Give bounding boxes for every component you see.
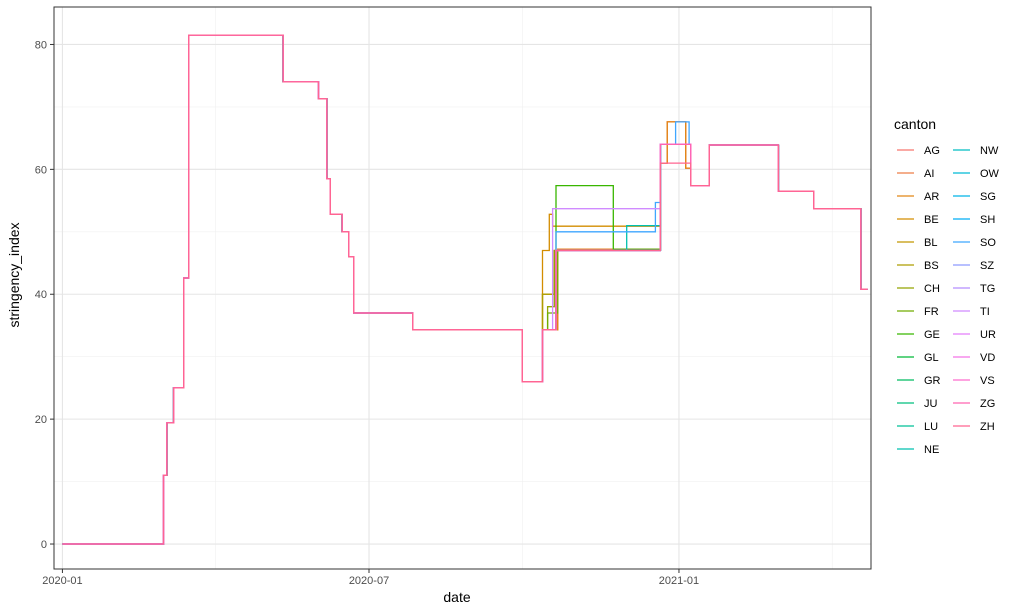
legend-item-ur: UR bbox=[953, 329, 996, 341]
y-tick-label: 40 bbox=[35, 289, 47, 301]
legend-label: NE bbox=[924, 444, 939, 456]
legend-label: SH bbox=[980, 214, 995, 226]
legend-label: SG bbox=[980, 191, 996, 203]
legend-item-tg: TG bbox=[953, 283, 995, 295]
y-axis-title: stringency_index bbox=[6, 222, 22, 327]
x-axis-title: date bbox=[443, 589, 470, 605]
legend-item-gr: GR bbox=[897, 375, 941, 387]
legend-item-vd: VD bbox=[953, 352, 995, 364]
legend-label: JU bbox=[924, 398, 938, 410]
y-tick-label: 20 bbox=[35, 414, 47, 426]
legend-item-zh: ZH bbox=[953, 421, 995, 433]
legend-item-ar: AR bbox=[897, 191, 939, 203]
legend-label: SO bbox=[980, 237, 996, 249]
legend-label: OW bbox=[980, 168, 1000, 180]
legend-title: canton bbox=[894, 116, 936, 132]
legend-label: GL bbox=[924, 352, 939, 364]
panel-background bbox=[54, 7, 871, 569]
legend-label: AI bbox=[924, 168, 934, 180]
legend-label: VS bbox=[980, 375, 995, 387]
x-tick-label: 2021-01 bbox=[659, 575, 699, 587]
legend-item-be: BE bbox=[897, 214, 939, 226]
series-lines bbox=[62, 34, 868, 545]
series-line-zh bbox=[62, 34, 868, 545]
legend-item-ai: AI bbox=[897, 168, 934, 180]
legend-label: ZH bbox=[980, 421, 995, 433]
legend-label: CH bbox=[924, 283, 940, 295]
legend-item-fr: FR bbox=[897, 306, 939, 318]
legend-label: VD bbox=[980, 352, 995, 364]
x-axis: 2020-01 2020-07 2021-01 bbox=[42, 569, 699, 587]
plot-panel bbox=[53, 6, 872, 570]
legend-label: TI bbox=[980, 306, 990, 318]
legend-item-zg: ZG bbox=[953, 398, 995, 410]
legend-label: BE bbox=[924, 214, 939, 226]
y-axis: 0 20 40 60 80 bbox=[35, 39, 54, 551]
legend-item-gl: GL bbox=[897, 352, 939, 364]
legend-label: BL bbox=[924, 237, 937, 249]
legend-item-so: SO bbox=[953, 237, 996, 249]
y-tick-label: 60 bbox=[35, 164, 47, 176]
legend-item-sg: SG bbox=[953, 191, 996, 203]
x-tick-label: 2020-01 bbox=[42, 575, 82, 587]
legend-item-sz: SZ bbox=[953, 260, 994, 272]
legend-item-nw: NW bbox=[953, 145, 999, 157]
legend-item-ge: GE bbox=[897, 329, 940, 341]
legend-item-ag: AG bbox=[897, 145, 940, 157]
legend-label: SZ bbox=[980, 260, 994, 272]
x-tick-label: 2020-07 bbox=[349, 575, 389, 587]
legend-item-ju: JU bbox=[897, 398, 938, 410]
legend-label: LU bbox=[924, 421, 938, 433]
legend-item-ch: CH bbox=[897, 283, 940, 295]
legend-item-lu: LU bbox=[897, 421, 938, 433]
legend-item-ti: TI bbox=[953, 306, 990, 318]
legend-item-sh: SH bbox=[953, 214, 995, 226]
legend-item-bs: BS bbox=[897, 260, 939, 272]
legend-label: ZG bbox=[980, 398, 995, 410]
legend-label: GR bbox=[924, 375, 941, 387]
legend-label: AR bbox=[924, 191, 939, 203]
y-tick-label: 0 bbox=[41, 539, 47, 551]
panel-border bbox=[53, 6, 872, 570]
legend-label: AG bbox=[924, 145, 940, 157]
legend-label: NW bbox=[980, 145, 999, 157]
legend-item-ow: OW bbox=[953, 168, 1000, 180]
legend-label: UR bbox=[980, 329, 996, 341]
legend-label: GE bbox=[924, 329, 940, 341]
legend-item-ne: NE bbox=[897, 444, 939, 456]
legend-item-vs: VS bbox=[953, 375, 995, 387]
legend: canton AG AI AR BE BL BS CH FR GE GL GR JU LU NE NW OW S… bbox=[894, 116, 1000, 456]
legend-item-bl: BL bbox=[897, 237, 937, 249]
legend-label: BS bbox=[924, 260, 939, 272]
legend-label: TG bbox=[980, 283, 995, 295]
legend-label: FR bbox=[924, 306, 939, 318]
y-tick-label: 80 bbox=[35, 39, 47, 51]
